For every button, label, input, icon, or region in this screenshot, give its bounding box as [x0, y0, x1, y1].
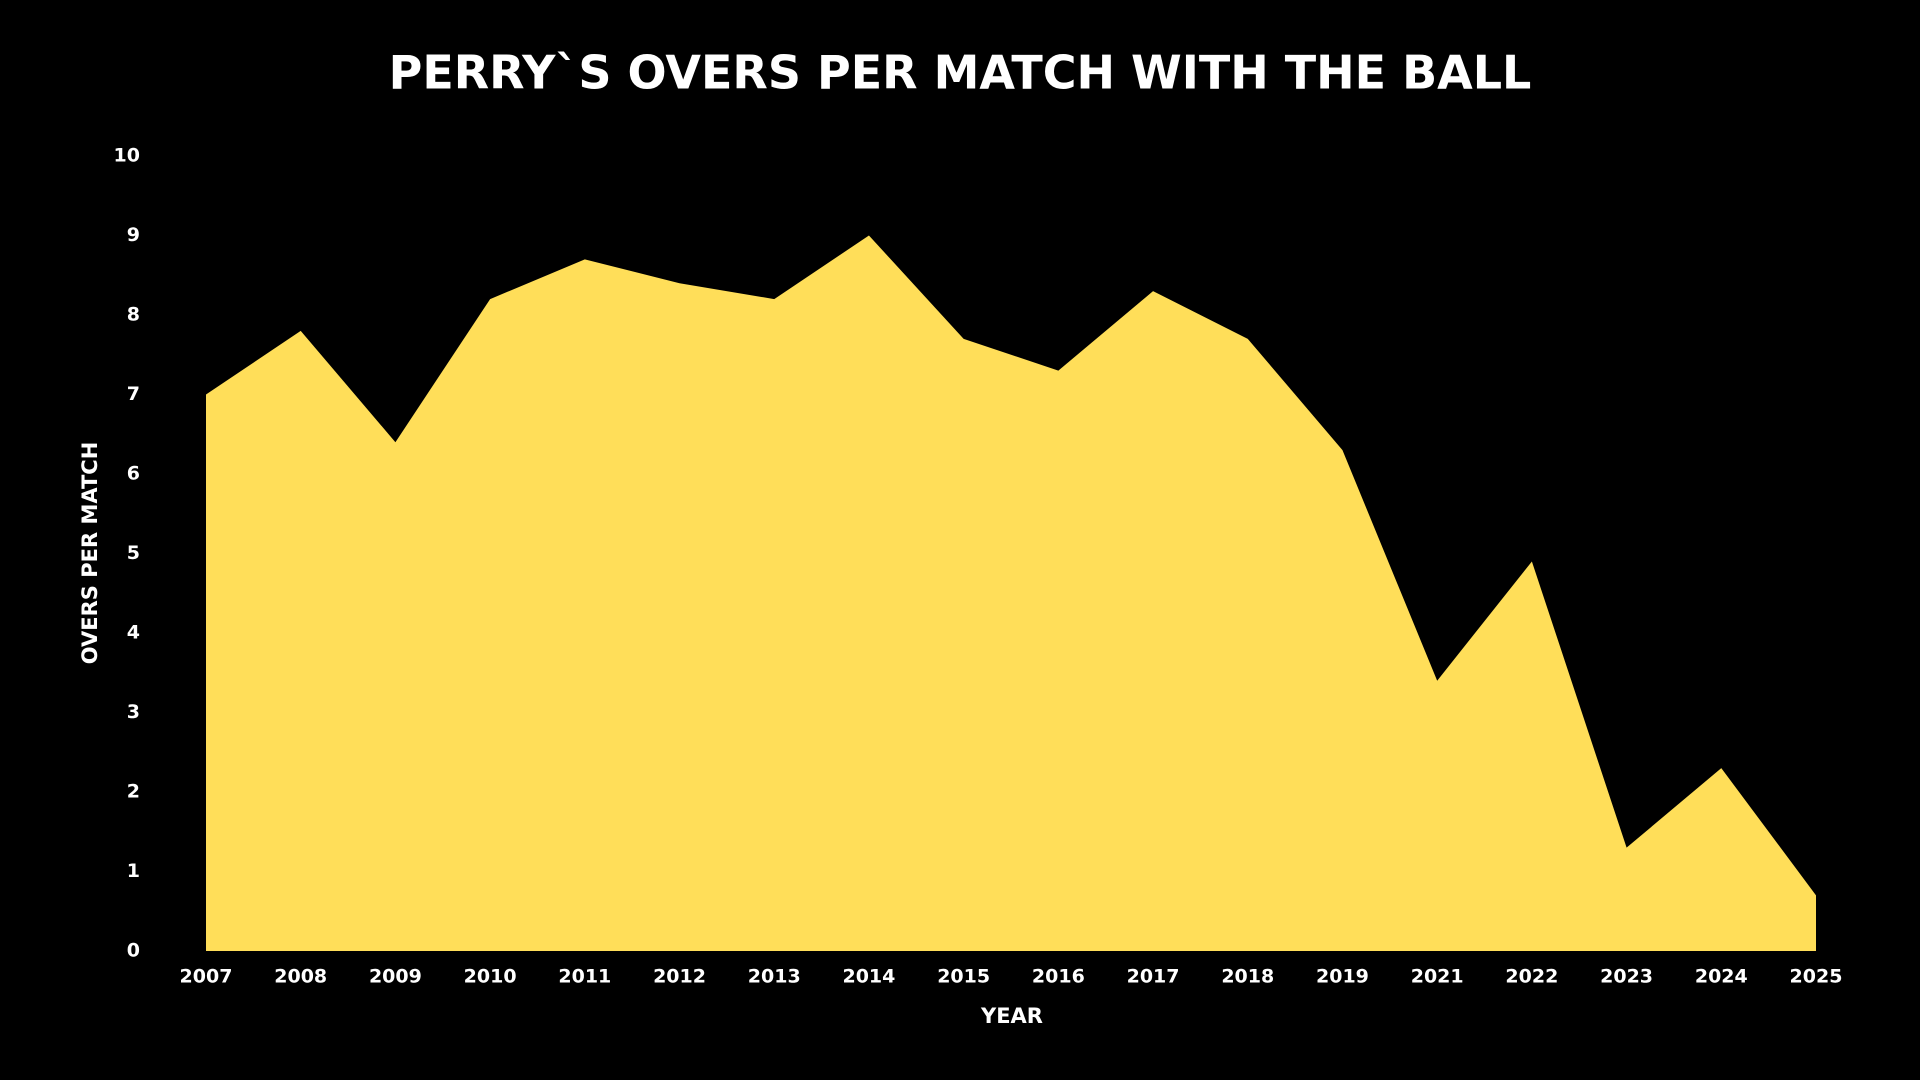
y-axis-label: OVERS PER MATCH: [78, 442, 102, 665]
x-tick-label: 2025: [1790, 966, 1843, 988]
y-tick-label: 6: [127, 463, 140, 485]
area: [206, 235, 1816, 951]
x-tick-label: 2022: [1505, 966, 1558, 988]
x-tick-label: 2010: [464, 966, 517, 988]
x-tick-label: 2014: [842, 966, 895, 988]
x-tick-label: 2018: [1221, 966, 1274, 988]
y-tick-label: 2: [127, 781, 140, 803]
x-tick-label: 2017: [1127, 966, 1180, 988]
y-tick-label: 9: [127, 224, 140, 246]
y-tick-label: 1: [127, 860, 140, 882]
chart-title: PERRY`S OVERS PER MATCH WITH THE BALL: [389, 46, 1532, 100]
x-tick-label: 2015: [937, 966, 990, 988]
x-tick-label: 2008: [274, 966, 327, 988]
x-tick-label: 2016: [1032, 966, 1085, 988]
x-tick-label: 2019: [1316, 966, 1369, 988]
y-tick-label: 4: [127, 622, 140, 644]
x-tick-label: 2023: [1600, 966, 1653, 988]
x-tick-label: 2021: [1411, 966, 1464, 988]
y-tick-label: 7: [127, 383, 140, 405]
x-tick-label: 2013: [748, 966, 801, 988]
y-tick-label: 3: [127, 701, 140, 723]
x-tick-label: 2009: [369, 966, 422, 988]
x-tick-label: 2012: [653, 966, 706, 988]
x-axis-label: YEAR: [980, 1004, 1043, 1028]
y-tick-label: 10: [114, 145, 140, 167]
y-tick-label: 8: [127, 304, 140, 326]
y-tick-label: 5: [127, 542, 140, 564]
y-tick-label: 0: [127, 940, 140, 962]
x-tick-label: 2011: [558, 966, 611, 988]
x-tick-label: 2007: [180, 966, 233, 988]
x-tick-label: 2024: [1695, 966, 1748, 988]
